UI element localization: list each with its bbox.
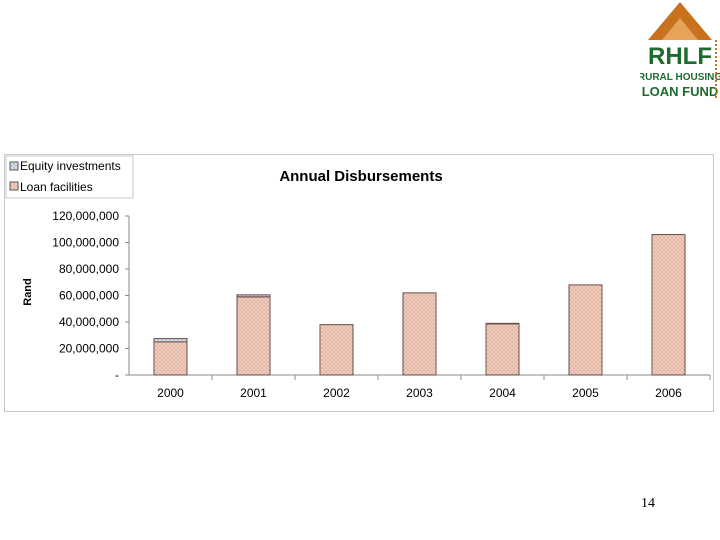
x-tick-label: 2002 bbox=[323, 386, 350, 400]
logo-name: RHLF bbox=[648, 43, 712, 70]
y-tick-label: 60,000,000 bbox=[59, 289, 119, 303]
bar-loan-2001 bbox=[236, 296, 271, 376]
bar-loan-2004 bbox=[485, 323, 520, 376]
legend-label-equity: Equity investments bbox=[20, 159, 121, 173]
bar-loan-2002 bbox=[319, 324, 354, 376]
bar-loan-2006 bbox=[651, 234, 686, 376]
y-axis-label: Rand bbox=[22, 278, 34, 306]
x-ticks: 2000 2001 2002 2003 2004 2005 2006 bbox=[157, 375, 711, 400]
legend-swatch-equity bbox=[9, 161, 19, 171]
bar-equity-2001 bbox=[236, 294, 271, 298]
y-tick-label: 40,000,000 bbox=[59, 315, 119, 329]
logo-line2: LOAN FUND bbox=[642, 84, 719, 99]
x-tick-label: 2003 bbox=[406, 386, 433, 400]
legend-swatch-loan bbox=[9, 181, 19, 191]
x-tick-label: 2004 bbox=[489, 386, 516, 400]
x-tick-label: 2005 bbox=[572, 386, 599, 400]
legend: Equity investments Loan facilities bbox=[5, 155, 134, 199]
y-tick-label: 120,000,000 bbox=[52, 209, 119, 223]
rhlf-logo: RHLF RURAL HOUSING LOAN FUND bbox=[638, 0, 720, 102]
bars bbox=[153, 234, 686, 376]
bar-loan-2003 bbox=[402, 292, 437, 376]
chart-title: Annual Disbursements bbox=[279, 168, 442, 185]
x-tick-label: 2001 bbox=[240, 386, 267, 400]
x-tick-label: 2006 bbox=[655, 386, 682, 400]
x-tick-label: 2000 bbox=[157, 386, 184, 400]
y-tick-label: 20,000,000 bbox=[59, 342, 119, 356]
chart: Equity investments Loan facilities Annua… bbox=[5, 155, 711, 400]
legend-label-loan: Loan facilities bbox=[20, 180, 93, 194]
chart-frame: Equity investments Loan facilities Annua… bbox=[4, 154, 714, 412]
y-tick-label: 80,000,000 bbox=[59, 262, 119, 276]
page-number: 14 bbox=[641, 496, 655, 511]
bar-equity-2004 bbox=[485, 322, 520, 325]
y-tick-label: - bbox=[115, 368, 119, 382]
bar-loan-2000 bbox=[153, 341, 188, 376]
bar-equity-2000 bbox=[153, 338, 188, 343]
logo-line1: RURAL HOUSING bbox=[640, 72, 720, 83]
y-ticks: - 20,000,000 40,000,000 60,000,000 80,000,00… bbox=[52, 209, 129, 382]
y-tick-label: 100,000,000 bbox=[52, 236, 119, 250]
bar-loan-2005 bbox=[568, 284, 603, 376]
